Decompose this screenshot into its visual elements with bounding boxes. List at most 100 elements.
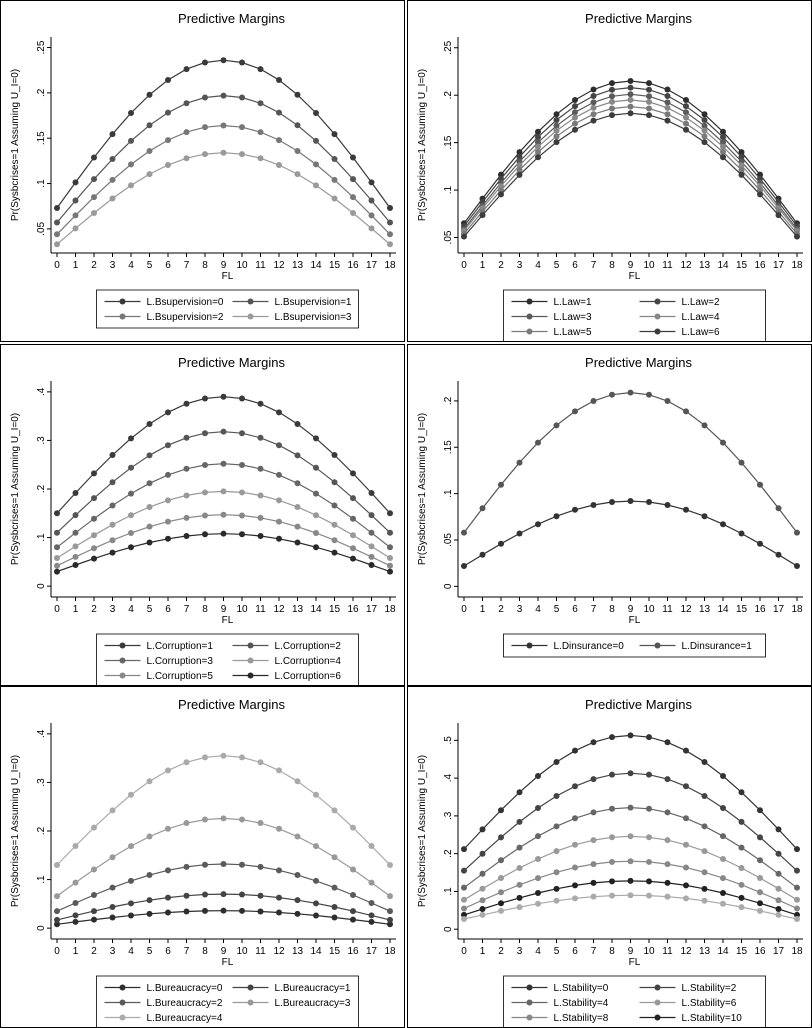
data-point <box>313 877 319 884</box>
y-tick-label: .05 <box>443 230 454 244</box>
data-point <box>720 134 726 141</box>
data-point <box>183 820 190 827</box>
y-tick-label: 0 <box>36 925 47 931</box>
data-point <box>387 908 393 915</box>
data-point <box>627 77 634 84</box>
x-tick-label: 8 <box>202 946 208 957</box>
data-point <box>646 86 652 93</box>
legend-marker <box>247 999 254 1006</box>
data-point <box>202 754 208 761</box>
legend-marker <box>247 642 254 649</box>
x-tick-label: 5 <box>147 946 153 957</box>
y-tick-label: .2 <box>443 91 454 100</box>
data-point <box>701 127 708 134</box>
data-point <box>257 155 264 162</box>
data-point <box>572 882 578 889</box>
data-point <box>276 767 282 774</box>
legend-label: L.Corruption=5 <box>147 671 214 682</box>
data-point <box>590 99 597 106</box>
data-point <box>553 117 560 124</box>
series-4 <box>54 752 393 868</box>
legend-marker <box>119 298 126 305</box>
data-point <box>609 391 615 398</box>
data-point <box>239 891 245 898</box>
data-point <box>239 861 245 868</box>
data-point <box>165 109 171 116</box>
data-point <box>313 843 319 850</box>
x-tick-label: 10 <box>236 604 248 615</box>
data-point <box>183 400 190 407</box>
legend-label: L.Stability=0 <box>554 983 609 994</box>
x-axis-label: FL <box>629 615 641 626</box>
data-point <box>294 539 301 546</box>
data-point <box>350 470 356 477</box>
x-tick-label: 16 <box>754 946 766 957</box>
data-point <box>720 855 726 862</box>
data-point <box>627 732 634 739</box>
legend-label: L.Corruption=3 <box>147 656 214 667</box>
series-line <box>56 533 391 573</box>
data-point <box>461 884 467 891</box>
legend-marker <box>654 984 661 991</box>
data-point <box>313 137 319 144</box>
legend-marker <box>119 1014 126 1021</box>
data-point <box>775 551 782 558</box>
data-point <box>683 120 689 127</box>
data-point <box>91 908 97 915</box>
data-point <box>202 891 208 898</box>
data-point <box>498 540 504 547</box>
legend-label: L.Law=5 <box>554 327 593 338</box>
data-point <box>627 103 634 110</box>
data-point <box>498 191 504 198</box>
data-point <box>738 167 745 174</box>
series-5 <box>54 530 393 575</box>
chart-title: Predictive Margins <box>585 11 692 26</box>
data-point <box>535 875 541 882</box>
data-point <box>701 513 708 520</box>
data-point <box>461 529 467 536</box>
y-tick-label: .25 <box>443 40 454 54</box>
data-point <box>701 139 708 146</box>
data-point <box>775 885 782 892</box>
data-point <box>738 818 745 825</box>
data-point <box>72 179 79 186</box>
y-tick-label: 0 <box>443 926 454 932</box>
series-2 <box>54 861 393 915</box>
series-line <box>463 894 798 920</box>
x-tick-label: 18 <box>384 604 396 615</box>
data-point <box>738 171 745 178</box>
data-point <box>294 778 301 785</box>
series-line <box>463 500 798 567</box>
data-point <box>72 543 79 550</box>
data-point <box>146 910 153 917</box>
legend-label: L.Dinsurance=1 <box>682 641 753 652</box>
data-point <box>313 464 319 471</box>
data-point <box>535 139 541 146</box>
data-point <box>331 502 338 509</box>
legend-label: L.Bsupervision=2 <box>147 312 224 323</box>
data-point <box>276 909 282 916</box>
data-point <box>350 495 356 502</box>
data-point <box>627 892 634 899</box>
series-2 <box>54 122 393 238</box>
data-point <box>553 869 560 876</box>
data-point <box>72 899 79 906</box>
x-tick-label: 3 <box>517 604 523 615</box>
x-tick-label: 10 <box>236 946 248 957</box>
data-point <box>54 544 60 551</box>
x-tick-label: 14 <box>717 604 729 615</box>
data-point <box>498 907 504 914</box>
x-tick-label: 1 <box>480 260 486 271</box>
y-tick-label: .4 <box>443 774 454 783</box>
x-tick-label: 14 <box>717 260 729 271</box>
x-tick-label: 8 <box>609 946 615 957</box>
x-tick-label: 18 <box>791 260 803 271</box>
x-tick-label: 4 <box>535 260 541 271</box>
legend-marker <box>526 999 533 1006</box>
data-point <box>720 890 726 897</box>
y-tick-label: .1 <box>443 185 454 194</box>
data-point <box>72 490 79 497</box>
x-tick-label: 10 <box>236 260 248 271</box>
data-point <box>313 900 319 907</box>
data-point <box>646 858 652 865</box>
